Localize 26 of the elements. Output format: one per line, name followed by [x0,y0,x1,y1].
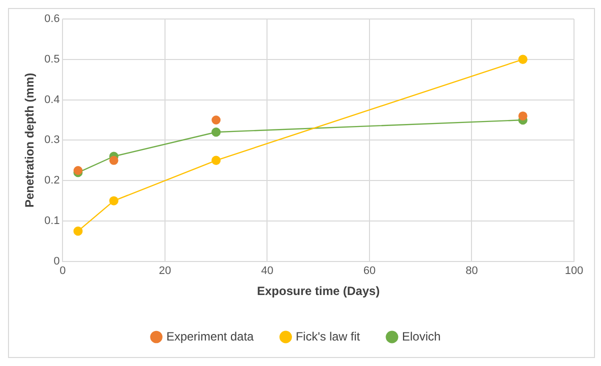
y-axis-title: Penetration depth (mm) [22,72,37,208]
y-tick-label: 0.4 [44,94,60,106]
point [73,226,83,236]
x-axis-title: Exposure time (Days) [256,284,380,298]
y-tick-label: 0.6 [44,13,60,26]
x-tick-label: 40 [261,265,274,278]
point [109,196,118,206]
y-tick-label: 0.2 [44,174,60,187]
legend-label: Experiment data [166,329,254,344]
x-tick-label: 80 [466,265,478,278]
y-tick-label: 0.1 [44,215,60,228]
point [109,156,118,165]
x-tick-label: 20 [158,265,172,278]
legend-label: Fick's law fit [296,329,361,344]
y-tick-label: 0 [54,255,60,268]
point [518,54,528,64]
x-tick-label: 60 [363,265,376,278]
point [518,111,528,120]
point [212,116,221,124]
legend-label: Elovich [402,329,441,344]
point [211,128,221,137]
point [211,156,221,165]
y-tick-label: 0.3 [44,134,60,146]
y-tick-label: 0.5 [44,53,60,66]
point [74,166,83,175]
x-tick-label: 100 [564,265,584,278]
